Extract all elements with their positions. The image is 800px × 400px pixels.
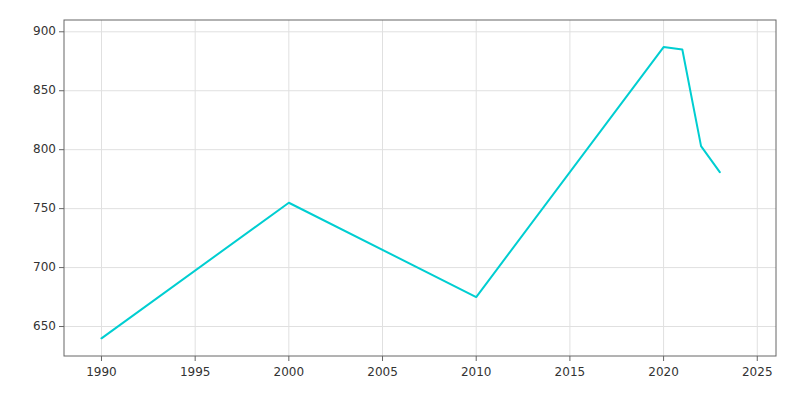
- y-tick: [59, 90, 64, 91]
- y-tick: [59, 149, 64, 150]
- x-tick: [476, 356, 477, 361]
- plot-frame: [64, 20, 776, 356]
- x-tick-label: 2025: [742, 365, 773, 379]
- y-tick: [59, 267, 64, 268]
- x-tick: [382, 356, 383, 361]
- grid-line-y: [64, 90, 776, 91]
- grid-line-y: [64, 149, 776, 150]
- grid-line-y: [64, 326, 776, 327]
- chart-svg: 650 700 750 800 850 900 1990 1995 2000 2005 2010 20…: [0, 0, 800, 400]
- page: {"chart_data": {"type": "line", "x": [19…: [0, 0, 800, 400]
- x-tick: [288, 356, 289, 361]
- x-tick-label: 2020: [648, 365, 679, 379]
- y-tick-label: 900: [33, 24, 56, 38]
- grid-line-x: [195, 20, 196, 356]
- y-tick: [59, 31, 64, 32]
- x-tick-label: 2015: [555, 365, 586, 379]
- grid-line-x: [476, 20, 477, 356]
- grid-line-x: [663, 20, 664, 356]
- data-group: [101, 47, 719, 338]
- grid-line-y: [64, 31, 776, 32]
- y-tick-label: 850: [33, 83, 56, 97]
- data-line: [101, 47, 719, 338]
- axes: 650 700 750 800 850 900 1990 1995 2000 2005 2010 20…: [33, 24, 772, 379]
- grid-line-x: [101, 20, 102, 356]
- grid-line-x: [757, 20, 758, 356]
- x-tick-label: 2010: [461, 365, 492, 379]
- x-tick: [757, 356, 758, 361]
- y-tick-label: 800: [33, 142, 56, 156]
- x-tick-label: 1990: [86, 365, 117, 379]
- x-tick: [101, 356, 102, 361]
- y-tick-label: 750: [33, 201, 56, 215]
- x-tick-label: 2000: [274, 365, 305, 379]
- grid: [64, 20, 776, 356]
- x-tick-label: 2005: [367, 365, 398, 379]
- y-tick: [59, 208, 64, 209]
- grid-line-x: [288, 20, 289, 356]
- y-tick-label: 700: [33, 260, 56, 274]
- x-tick: [663, 356, 664, 361]
- x-tick-label: 1995: [180, 365, 211, 379]
- chart-container: 650 700 750 800 850 900 1990 1995 2000 2005 2010 20…: [0, 0, 800, 400]
- y-tick-label: 650: [33, 319, 56, 333]
- x-tick: [569, 356, 570, 361]
- grid-line-x: [569, 20, 570, 356]
- grid-line-y: [64, 208, 776, 209]
- x-tick: [195, 356, 196, 361]
- grid-line-x: [382, 20, 383, 356]
- y-tick: [59, 326, 64, 327]
